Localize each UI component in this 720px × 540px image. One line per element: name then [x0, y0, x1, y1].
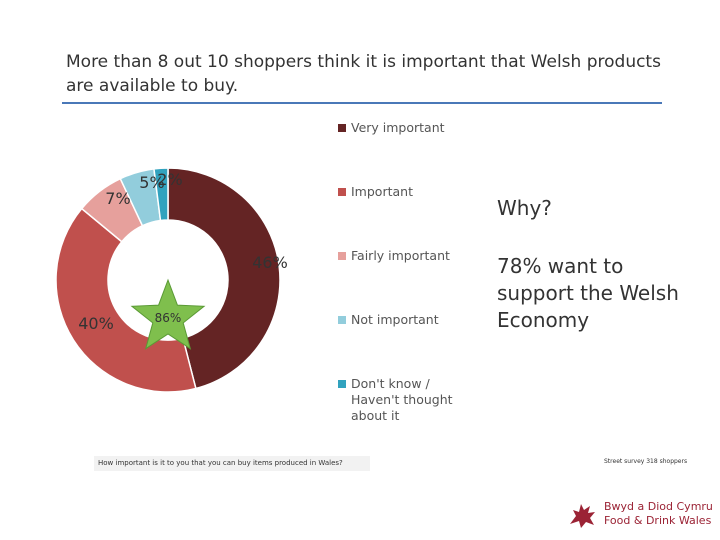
legend-swatch — [338, 252, 346, 260]
support-statement: 78% want to support the Welsh Economy — [497, 254, 679, 332]
legend-label: Not important — [351, 312, 439, 327]
highlight-layer: 86% — [130, 278, 206, 350]
legend-item-dont-know: Don't know / Haven't thought about it — [338, 376, 461, 424]
slice-label-2: 40% — [78, 314, 114, 333]
survey-question: How important is it to you that you can … — [94, 456, 370, 471]
slice-label-1: 46% — [252, 253, 288, 272]
brand-logo: Bwyd a Diod Cymru Food & Drink Wales — [568, 498, 718, 532]
legend-label: Very important — [351, 120, 445, 135]
legend-item-very-important: Very important — [338, 120, 461, 136]
legend-swatch — [338, 316, 346, 324]
legend-label: Don't know / Haven't thought about it — [351, 376, 453, 423]
legend-item-not-important: Not important — [338, 312, 461, 328]
donut-slice-2 — [55, 207, 197, 393]
slice-labels: 46% 40% 7% 5%2% — [78, 170, 288, 333]
source-note: Street survey 318 shoppers — [604, 458, 688, 465]
logo-text: Bwyd a Diod Cymru Food & Drink Wales — [604, 500, 713, 528]
donut-chart: 86% 46% 40% 7% 5%2% — [55, 167, 288, 393]
legend-swatch — [338, 188, 346, 196]
why-heading: Why? — [497, 196, 552, 220]
legend-swatch — [338, 124, 346, 132]
slice-label-5: 2% — [157, 170, 182, 189]
legend-label: Fairly important — [351, 248, 450, 263]
legend-swatch — [338, 380, 346, 388]
title-divider — [62, 102, 662, 104]
legend-label: Important — [351, 184, 413, 199]
legend-item-fairly-important: Fairly important — [338, 248, 461, 264]
donut-slice-1 — [167, 167, 281, 390]
logo-line-english: Food & Drink Wales — [604, 514, 712, 527]
slice-label-3: 7% — [105, 189, 130, 208]
highlight-star — [130, 278, 206, 350]
legend-item-important: Important — [338, 184, 461, 200]
logo-line-welsh: Bwyd a Diod Cymru — [604, 500, 713, 513]
highlight-value: 86% — [155, 311, 182, 325]
donut-slice-5 — [153, 167, 169, 222]
slice-label-4: 5% — [139, 173, 164, 192]
donut-slices — [55, 167, 281, 393]
welsh-dragon-icon — [570, 504, 595, 528]
page-title: More than 8 out 10 shoppers think it is … — [66, 52, 661, 96]
